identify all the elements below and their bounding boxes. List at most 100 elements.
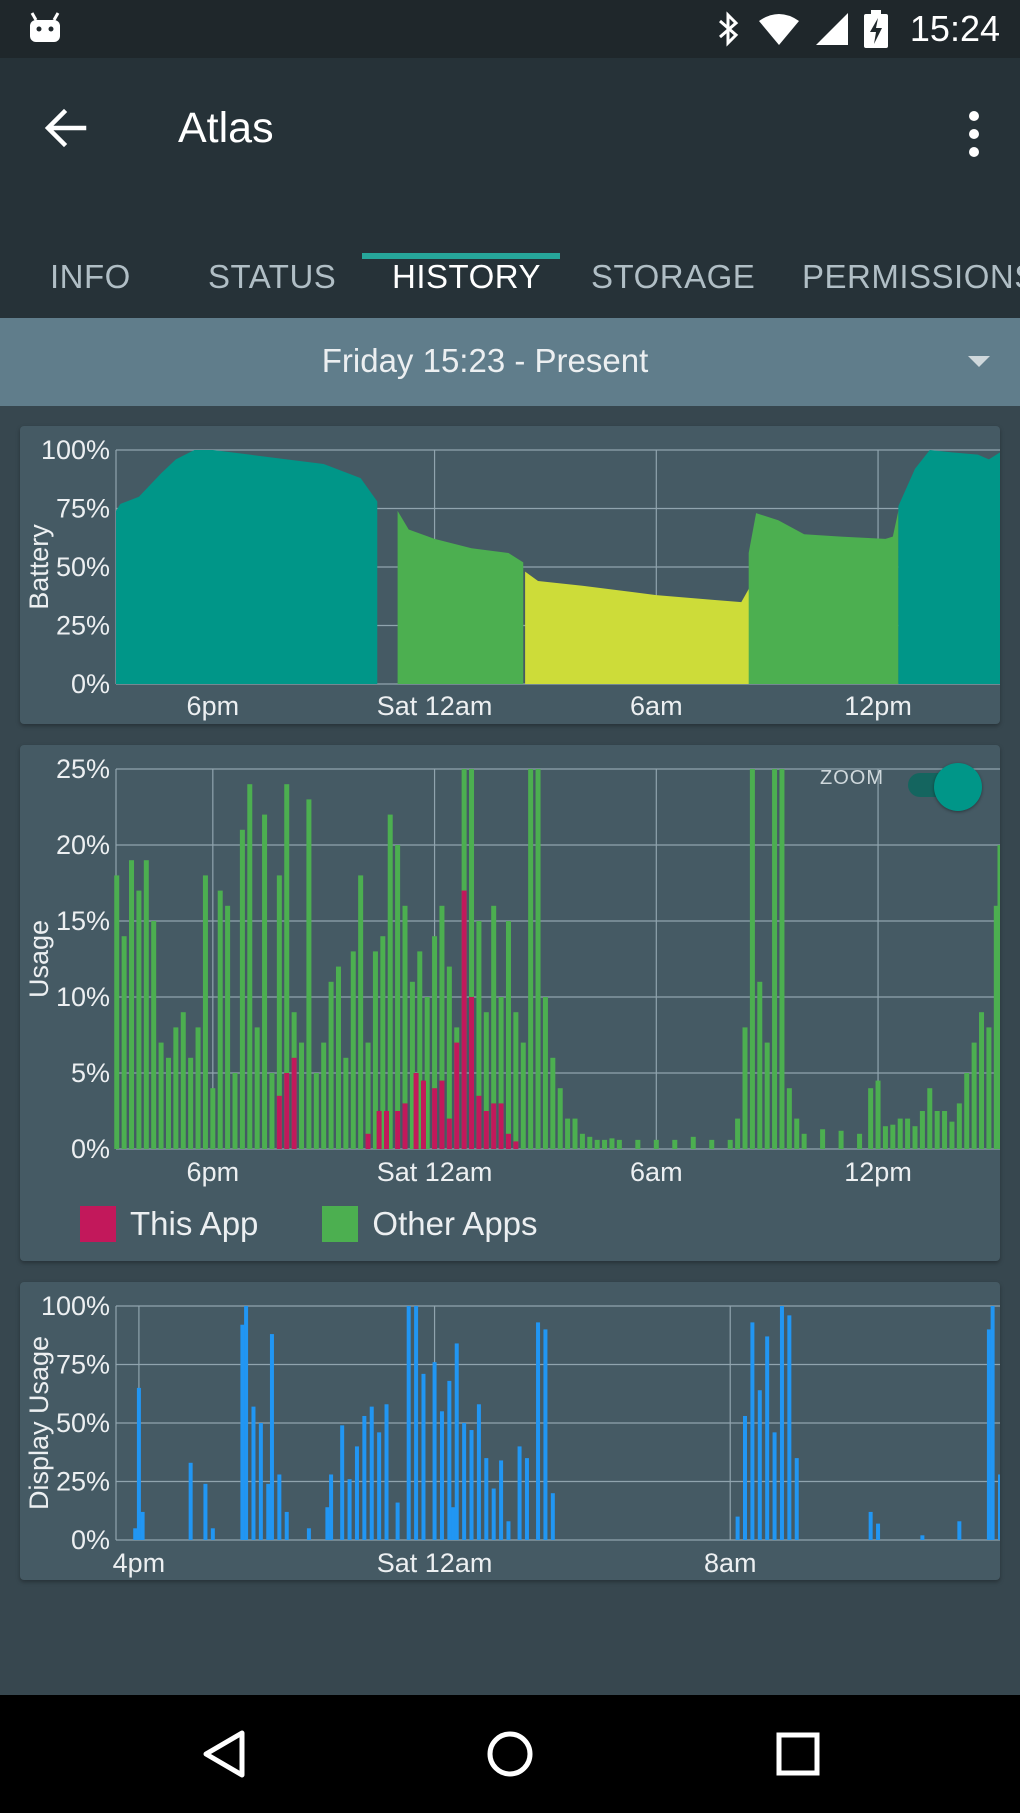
y-tick-label: 75%	[56, 1350, 110, 1380]
x-tick-label: 12pm	[844, 691, 912, 721]
bar	[291, 1057, 297, 1149]
bar	[210, 1088, 216, 1149]
zoom-toggle-thumb	[934, 763, 982, 811]
tab-info[interactable]: INFO	[50, 258, 131, 295]
tab-permissions[interactable]: PERMISSIONS	[802, 258, 1020, 295]
bar	[395, 1111, 401, 1149]
bar	[779, 1306, 784, 1540]
bar	[505, 1133, 511, 1149]
x-tick-label: 6am	[630, 1157, 683, 1187]
y-tick-label: 10%	[56, 982, 110, 1012]
bar	[557, 1088, 563, 1149]
bar	[998, 1474, 1000, 1540]
range-selector[interactable]: Friday 15:23 - Present	[0, 318, 1020, 406]
status-time: 15:24	[909, 8, 1000, 49]
bar	[572, 1118, 578, 1149]
nav-home-icon[interactable]	[486, 1729, 534, 1779]
bar	[469, 769, 475, 1149]
bar-series	[133, 1306, 1000, 1540]
bar	[476, 1404, 481, 1540]
tab-indicator	[362, 253, 560, 259]
bar	[395, 845, 401, 1149]
bar	[276, 875, 282, 1149]
bar	[140, 1511, 145, 1540]
bar	[321, 1042, 327, 1149]
bar	[483, 1012, 489, 1149]
battery-area-segment	[525, 571, 751, 684]
tab-storage[interactable]: STORAGE	[591, 258, 756, 295]
bar	[565, 1118, 571, 1149]
bar	[986, 1329, 991, 1540]
zoom-toggle[interactable]	[908, 763, 982, 811]
legend-label-other-apps: Other Apps	[372, 1205, 538, 1242]
bar	[794, 1118, 800, 1149]
bar	[934, 1111, 940, 1149]
bar	[447, 1380, 452, 1540]
bar	[616, 1139, 622, 1149]
bar	[491, 905, 497, 1149]
bar	[743, 1415, 747, 1540]
bar	[384, 1404, 389, 1540]
bar	[476, 1095, 482, 1149]
bar	[313, 1073, 319, 1149]
bar	[927, 1088, 933, 1149]
bar	[395, 1502, 400, 1540]
bar	[690, 1136, 696, 1149]
app-bar: Atlas INFO STATUS HISTORY STORAGE PERMIS…	[0, 58, 1020, 318]
bar	[158, 1042, 164, 1149]
x-tick-label: 8am	[704, 1548, 757, 1578]
nav-back-icon[interactable]	[200, 1729, 248, 1779]
bar	[920, 1535, 925, 1540]
bar	[956, 1103, 962, 1149]
bar	[905, 1118, 911, 1149]
bar	[369, 1406, 374, 1540]
bar	[971, 1042, 977, 1149]
y-tick-label: 100%	[41, 1291, 110, 1321]
display-usage-chart-card: 0% 25% 50% 75% 100% 4pm Sat 12am 8am Display Usa…	[20, 1282, 1000, 1580]
bar	[306, 1528, 311, 1540]
more-vert-icon[interactable]	[954, 104, 994, 164]
y-tick-label: 50%	[56, 1408, 110, 1438]
battery-area-segment	[748, 510, 899, 684]
bar	[469, 997, 475, 1149]
arrow-back-icon[interactable]	[44, 106, 88, 150]
bar	[635, 1139, 641, 1149]
bar	[979, 1012, 985, 1149]
bar	[347, 1479, 352, 1540]
bar	[451, 1507, 456, 1540]
bar	[277, 1474, 282, 1540]
bar	[772, 769, 778, 1149]
legend-swatch-this-app	[80, 1206, 116, 1242]
tab-history[interactable]: HISTORY	[392, 258, 541, 295]
battery-chart-card: 0% 25% 50% 75% 100% 6pm Sat 12am 6am 12pm Battery	[20, 426, 1000, 724]
bar	[709, 1139, 715, 1149]
bar	[417, 951, 423, 1149]
bar	[251, 1406, 256, 1540]
bar	[365, 1133, 371, 1149]
battery-chart: 0% 25% 50% 75% 100% 6pm Sat 12am 6am 12pm Battery	[24, 435, 1000, 721]
bar	[151, 921, 157, 1149]
bar	[919, 1111, 925, 1149]
bar	[749, 769, 755, 1149]
bar	[180, 1012, 186, 1149]
bar	[188, 1057, 194, 1149]
bar	[362, 1415, 367, 1540]
usage-chart: 0% 5% 10% 15% 20% 25% 6pm Sat 12am 6am 12pm Usage	[24, 754, 1000, 1187]
bar	[269, 1334, 274, 1540]
bar	[432, 936, 438, 1149]
bar	[461, 890, 467, 1149]
bar	[420, 1080, 426, 1149]
bar	[786, 1088, 792, 1149]
bar	[794, 1458, 799, 1540]
usage-legend: This App Other Apps	[80, 1205, 602, 1243]
bar	[672, 1139, 678, 1149]
tab-status[interactable]: STATUS	[208, 258, 337, 295]
bar	[993, 905, 999, 1149]
bar	[262, 814, 268, 1149]
nav-recents-icon[interactable]	[774, 1729, 822, 1779]
usage-chart-card: 0% 5% 10% 15% 20% 25% 6pm Sat 12am 6am 12pm Usage …	[20, 745, 1000, 1261]
bar	[890, 1124, 896, 1149]
x-tick-label: Sat 12am	[377, 1157, 493, 1187]
bluetooth-icon	[718, 11, 739, 47]
y-axis-label: Display Usage	[24, 1336, 54, 1510]
